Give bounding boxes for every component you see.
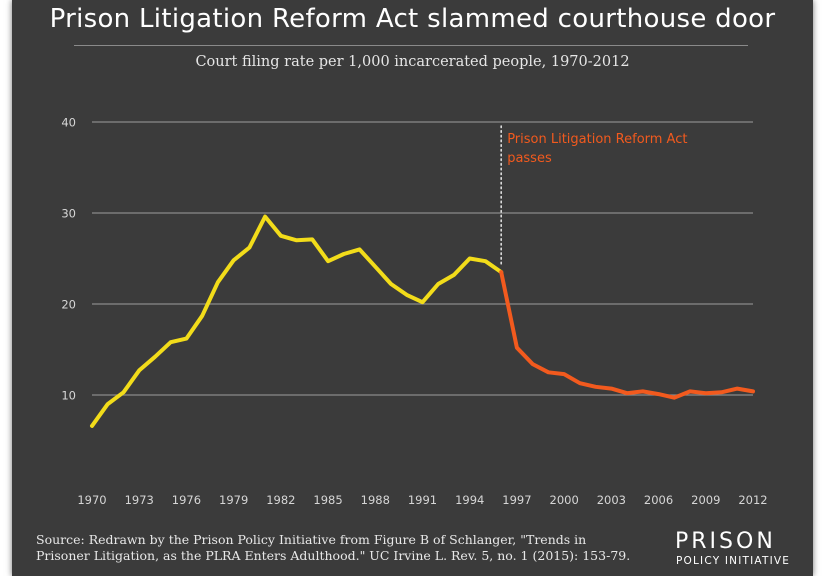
annotation-text: Prison Litigation Reform Act — [507, 132, 687, 147]
source-line-1: Source: Redrawn by the Prison Policy Ini… — [36, 532, 587, 547]
x-tick-label: 1997 — [502, 493, 531, 507]
x-tick-label: 1994 — [455, 493, 484, 507]
chart-frame: Prison Litigation Reform Act slammed cou… — [12, 0, 813, 576]
annotation-text: passes — [507, 151, 552, 166]
y-tick-label: 30 — [61, 207, 76, 221]
y-tick-label: 40 — [61, 116, 76, 130]
line-chart: 10 20 30 40 1970 1973 1976 1979 1982 1985 1988 199… — [61, 116, 767, 508]
x-tick-label: 1982 — [266, 493, 295, 507]
x-tick-label: 1991 — [408, 493, 437, 507]
title-divider — [74, 45, 748, 46]
x-tick-label: 1979 — [219, 493, 248, 507]
x-tick-label: 2000 — [550, 493, 579, 507]
x-tick-labels: 1970 1973 1976 1979 1982 1985 1988 1991 1994 1997… — [77, 493, 767, 507]
x-tick-label: 1976 — [172, 493, 201, 507]
y-tick-labels: 10 20 30 40 — [61, 116, 76, 403]
series-line-post-plra — [499, 270, 755, 400]
series-line-pre-plra — [90, 214, 504, 428]
annotation: Prison Litigation Reform Act passes — [500, 125, 687, 267]
x-tick-label: 1985 — [313, 493, 342, 507]
x-tick-label: 1988 — [361, 493, 390, 507]
x-tick-label: 1970 — [77, 493, 106, 507]
y-tick-label: 10 — [61, 389, 76, 403]
series-lines — [90, 214, 755, 428]
chart-title: Prison Litigation Reform Act slammed cou… — [49, 4, 776, 34]
source-line-2: Prisoner Litigation, as the PLRA Enters … — [36, 548, 631, 563]
x-tick-label: 2003 — [597, 493, 626, 507]
logo-policy-initiative: POLICY INITIATIVE — [676, 555, 791, 567]
x-tick-label: 1973 — [125, 493, 154, 507]
y-tick-label: 20 — [61, 298, 76, 312]
gridlines — [92, 121, 753, 396]
x-tick-label: 2006 — [644, 493, 673, 507]
chart-subtitle: Court filing rate per 1,000 incarcerated… — [195, 54, 630, 70]
x-tick-label: 2012 — [738, 493, 767, 507]
x-tick-label: 2009 — [691, 493, 720, 507]
source-note: Source: Redrawn by the Prison Policy Ini… — [36, 532, 636, 564]
logo-prison: PRISON — [675, 529, 776, 554]
